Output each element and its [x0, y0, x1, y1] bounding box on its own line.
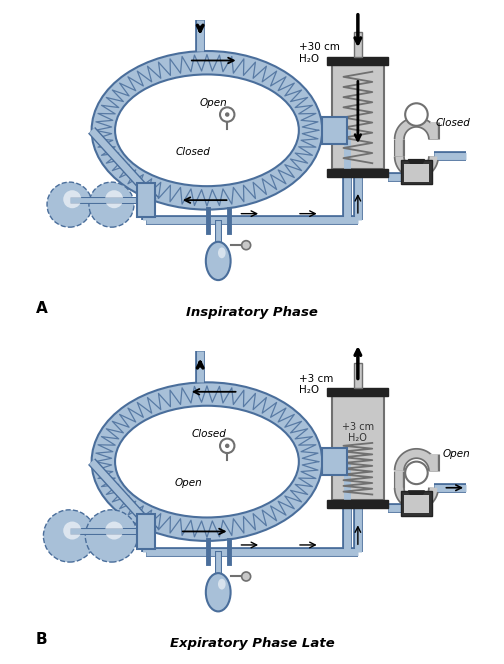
Circle shape	[85, 510, 138, 562]
Bar	[404, 495, 429, 513]
Circle shape	[225, 444, 229, 448]
Polygon shape	[408, 159, 424, 173]
Circle shape	[105, 521, 123, 540]
Circle shape	[405, 104, 428, 125]
Circle shape	[241, 240, 250, 250]
Bar	[404, 164, 429, 182]
Text: Open: Open	[200, 98, 228, 108]
Ellipse shape	[114, 405, 299, 518]
Text: Expiratory Phase Late: Expiratory Phase Late	[170, 637, 334, 650]
Bar	[328, 500, 388, 508]
Bar	[137, 515, 155, 548]
Text: Open: Open	[443, 449, 471, 459]
Circle shape	[89, 182, 134, 227]
Bar	[401, 491, 432, 516]
Circle shape	[63, 190, 81, 208]
Circle shape	[405, 461, 428, 484]
Bar	[322, 117, 347, 144]
Bar	[354, 363, 362, 388]
Text: B: B	[36, 632, 47, 647]
Text: Closed: Closed	[435, 118, 471, 127]
Bar	[401, 159, 432, 185]
Text: +3 cm
H₂O: +3 cm H₂O	[299, 374, 334, 395]
Ellipse shape	[114, 74, 299, 187]
Circle shape	[220, 108, 234, 122]
Text: +30 cm
H₂O: +30 cm H₂O	[299, 42, 340, 64]
Bar	[322, 448, 347, 475]
Bar	[332, 65, 384, 169]
Bar	[328, 57, 388, 65]
Bar	[328, 388, 388, 396]
Ellipse shape	[92, 52, 322, 209]
Text: +3 cm
H₂O: +3 cm H₂O	[342, 422, 374, 444]
Ellipse shape	[218, 248, 226, 258]
Polygon shape	[408, 491, 424, 505]
Bar	[332, 396, 384, 500]
Text: Open: Open	[175, 478, 203, 489]
Ellipse shape	[218, 579, 226, 590]
Circle shape	[63, 521, 81, 540]
Ellipse shape	[92, 382, 322, 540]
Circle shape	[47, 182, 92, 227]
Text: Inspiratory Phase: Inspiratory Phase	[186, 306, 318, 319]
Text: Closed: Closed	[192, 429, 227, 439]
Circle shape	[225, 112, 229, 117]
Circle shape	[105, 190, 123, 208]
Circle shape	[220, 439, 234, 453]
Ellipse shape	[206, 573, 231, 612]
Bar	[137, 183, 155, 217]
Text: Closed: Closed	[176, 147, 211, 157]
Bar	[328, 169, 388, 177]
Circle shape	[241, 572, 250, 581]
Bar	[354, 32, 362, 57]
Text: A: A	[36, 301, 47, 315]
Circle shape	[43, 510, 96, 562]
Ellipse shape	[206, 242, 231, 280]
